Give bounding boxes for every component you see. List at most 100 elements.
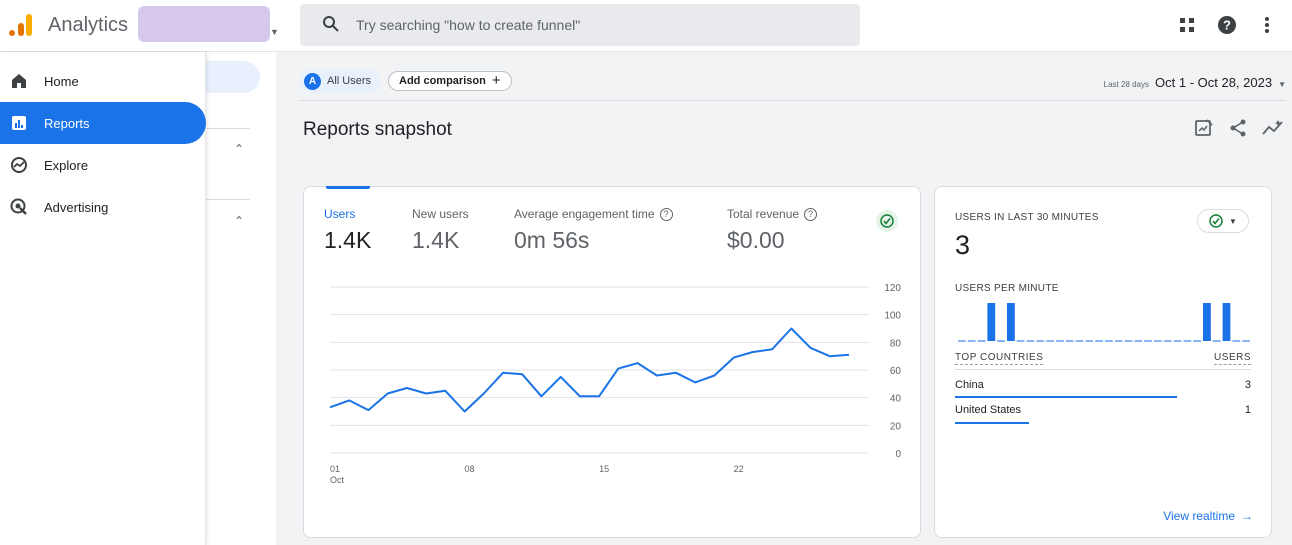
data-point[interactable] <box>482 392 485 395</box>
edit-report-icon[interactable] <box>1194 118 1214 143</box>
sidebar-item-home[interactable]: Home <box>0 60 206 102</box>
data-point[interactable] <box>444 389 447 392</box>
data-point[interactable] <box>386 392 389 395</box>
minute-bar[interactable] <box>987 303 996 341</box>
series-line[interactable] <box>329 327 850 413</box>
minute-bar[interactable] <box>1203 303 1211 341</box>
all-users-chip[interactable]: A All Users <box>300 69 381 93</box>
data-point[interactable] <box>367 409 370 412</box>
advertising-icon <box>10 198 27 215</box>
metric-label: Average engagement time? <box>514 207 673 221</box>
metric-label: New users <box>412 207 469 221</box>
data-point[interactable] <box>617 367 620 370</box>
subpanel-divider <box>206 199 250 200</box>
data-point[interactable] <box>521 373 524 376</box>
metric-value: 0m 56s <box>514 227 590 253</box>
data-point[interactable] <box>405 386 408 389</box>
metric-new-users[interactable]: New users 1.4K <box>412 207 469 254</box>
data-point[interactable] <box>771 348 774 351</box>
country-users: 3 <box>1244 379 1251 391</box>
date-range-picker[interactable]: Last 28 days Oct 1 - Oct 28, 2023 ▼ <box>1104 75 1286 90</box>
data-point[interactable] <box>675 371 678 374</box>
more-vert-icon[interactable] <box>1256 14 1278 36</box>
check-circle-icon <box>1209 214 1223 228</box>
data-point[interactable] <box>598 395 601 398</box>
share-icon[interactable] <box>1228 118 1248 143</box>
data-point[interactable] <box>655 374 658 377</box>
overview-card: Users 1.4K New users 1.4K Average engage… <box>303 186 921 538</box>
data-point[interactable] <box>578 395 581 398</box>
realtime-title: USERS IN LAST 30 MINUTES <box>955 212 1099 223</box>
minute-bar[interactable] <box>1222 303 1231 341</box>
account-selector[interactable] <box>138 6 270 42</box>
analytics-logo-icon[interactable] <box>8 12 34 38</box>
data-point[interactable] <box>425 392 428 395</box>
search-bar[interactable] <box>300 4 860 46</box>
country-name: United States <box>955 404 1022 416</box>
arrow-right-icon: → <box>1241 509 1253 523</box>
view-realtime-label: View realtime <box>1163 509 1235 523</box>
home-icon <box>12 74 26 88</box>
all-users-label: All Users <box>327 75 372 87</box>
plus-icon: + <box>491 72 501 89</box>
data-point[interactable] <box>809 346 812 349</box>
sidebar-item-label: Explore <box>44 157 89 173</box>
sidebar-item-label: Advertising <box>44 199 109 215</box>
table-row: United States 1 <box>955 404 1251 416</box>
data-point[interactable] <box>751 351 754 354</box>
comparison-badge: A <box>304 72 321 90</box>
metric-users[interactable]: Users 1.4K <box>324 207 371 254</box>
metric-value: 1.4K <box>324 227 372 253</box>
data-point[interactable] <box>559 375 562 378</box>
data-point[interactable] <box>713 374 716 377</box>
data-point[interactable] <box>329 406 332 409</box>
x-tick-label: 15 <box>599 464 609 474</box>
subpanel-selected-item[interactable] <box>206 61 260 93</box>
data-point[interactable] <box>502 371 505 374</box>
realtime-value: 3 <box>955 230 971 260</box>
insights-icon[interactable] <box>1262 118 1284 143</box>
realtime-card: USERS IN LAST 30 MINUTES 3 ▼ USERS PER M… <box>934 186 1272 538</box>
users-per-minute-chart <box>958 303 1250 342</box>
data-point[interactable] <box>636 362 639 365</box>
data-point[interactable] <box>828 355 831 358</box>
account-caret-icon[interactable]: ▼ <box>270 27 279 37</box>
help-icon[interactable]: ? <box>1216 14 1238 36</box>
date-range-value: Oct 1 - Oct 28, 2023 <box>1155 75 1273 90</box>
minute-bar[interactable] <box>1007 303 1015 341</box>
view-realtime-link[interactable]: View realtime → <box>1163 509 1253 523</box>
chevron-up-icon[interactable]: ⌃ <box>234 214 245 228</box>
data-point[interactable] <box>848 353 851 356</box>
metric-total-revenue[interactable]: Total revenue? $0.00 <box>727 207 818 254</box>
metric-avg-engagement[interactable]: Average engagement time? 0m 56s <box>514 207 673 254</box>
sidebar-item-reports[interactable]: Reports <box>0 102 206 144</box>
help-circle-icon[interactable]: ? <box>804 207 818 221</box>
x-tick-label: 01 <box>330 464 340 474</box>
data-point[interactable] <box>348 399 351 402</box>
country-share-bar <box>955 422 1029 424</box>
apps-grid-icon[interactable] <box>1176 14 1198 36</box>
sidebar-item-advertising[interactable]: Advertising <box>0 186 206 228</box>
data-quality-check-icon[interactable] <box>876 210 898 232</box>
data-point[interactable] <box>790 327 793 330</box>
data-point[interactable] <box>540 395 543 398</box>
svg-text:?: ? <box>1223 18 1231 33</box>
realtime-status-dropdown[interactable]: ▼ <box>1197 209 1249 233</box>
date-range-prefix: Last 28 days <box>1103 80 1150 89</box>
data-point[interactable] <box>732 356 735 359</box>
data-point[interactable] <box>694 381 697 384</box>
data-point[interactable] <box>463 410 466 413</box>
x-tick-label: 22 <box>734 464 744 474</box>
country-users: 1 <box>1244 404 1251 416</box>
metric-label: Users <box>324 207 356 221</box>
reports-icon <box>12 116 26 130</box>
help-circle-icon[interactable]: ? <box>659 207 673 221</box>
add-comparison-button[interactable]: Add comparison + <box>388 71 512 91</box>
metric-label: Total revenue? <box>727 207 818 221</box>
search-input[interactable] <box>356 4 836 46</box>
y-tick-label: 60 <box>890 366 902 377</box>
sidebar-item-explore[interactable]: Explore <box>0 144 206 186</box>
table-row: China 3 <box>955 379 1251 391</box>
chevron-up-icon[interactable]: ⌃ <box>234 142 245 156</box>
